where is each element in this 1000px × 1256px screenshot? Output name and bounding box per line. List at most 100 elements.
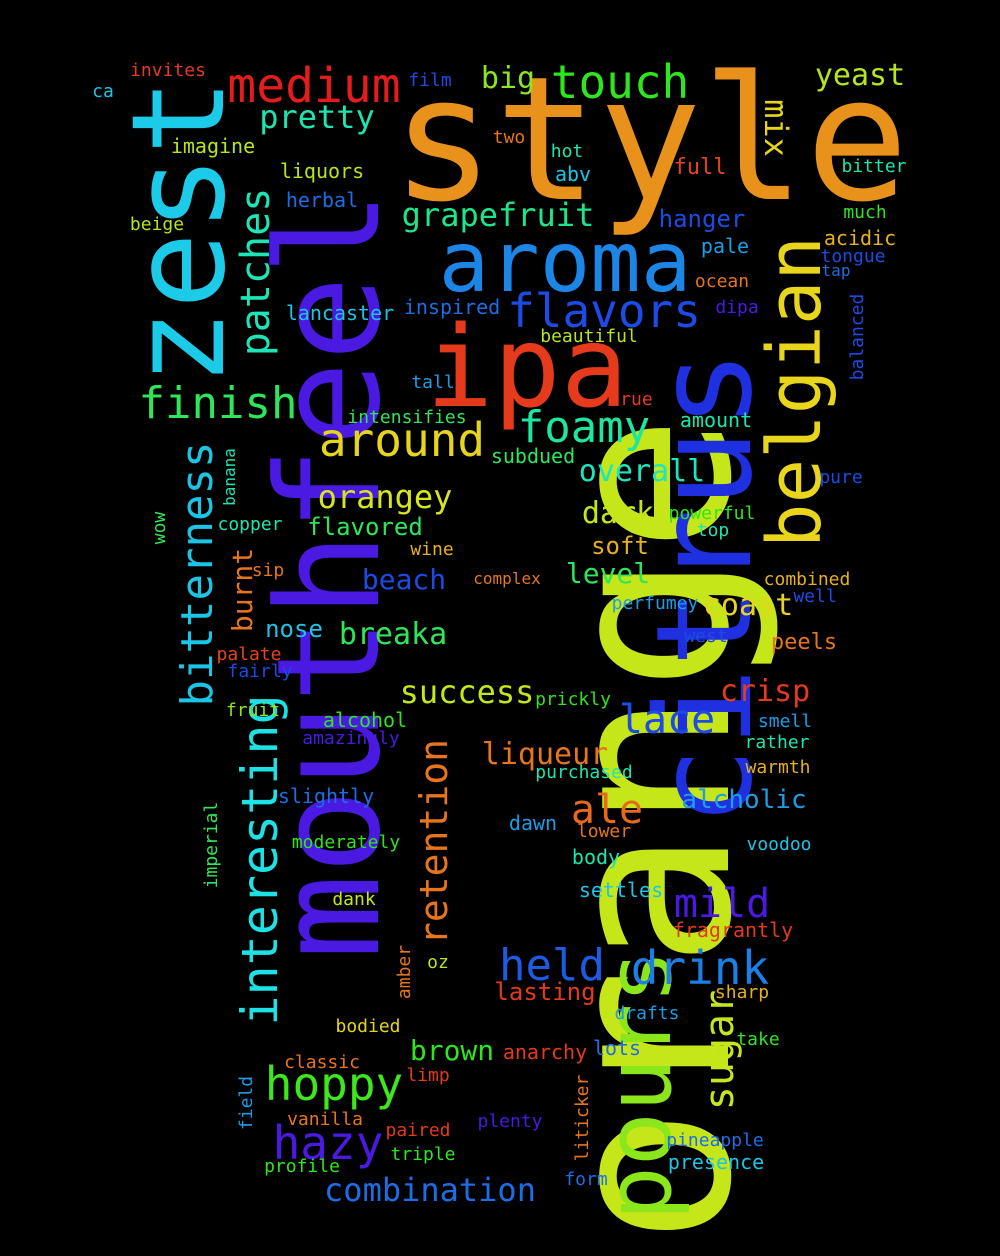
word-wine: wine xyxy=(410,539,454,560)
word-much: much xyxy=(843,202,887,223)
word-beach: beach xyxy=(361,563,447,596)
word-lancaster: lancaster xyxy=(285,301,395,325)
word-anarchy: anarchy xyxy=(502,1040,588,1064)
word-top: top xyxy=(696,520,730,541)
word-lasting: lasting xyxy=(494,978,596,1006)
word-pale: pale xyxy=(700,234,750,258)
word-plenty: plenty xyxy=(477,1111,543,1132)
word-beautiful: beautiful xyxy=(540,326,638,347)
word-imperial: imperial xyxy=(201,801,222,889)
word-complex: complex xyxy=(473,569,541,588)
word-coast: coast xyxy=(702,588,794,623)
word-drink: drink xyxy=(630,941,770,995)
word-rather: rather xyxy=(744,732,810,753)
word-moderately: moderately xyxy=(291,832,401,853)
word-west: west xyxy=(684,626,728,647)
word-yeast: yeast xyxy=(814,58,906,93)
word-profile: profile xyxy=(264,1156,340,1177)
word-orangey: orangey xyxy=(317,478,453,516)
word-liticker: liticker xyxy=(572,1074,593,1162)
word-abv: abv xyxy=(554,162,592,186)
word-flavors: flavors xyxy=(507,284,701,338)
word-drafts: drafts xyxy=(614,1003,680,1024)
word-voodoo: voodoo xyxy=(746,834,812,855)
word-fruit: fruit xyxy=(225,700,281,721)
word-palate: palate xyxy=(216,644,282,665)
word-touch: touch xyxy=(550,55,690,109)
word-settles: settles xyxy=(578,878,664,902)
word-pure: pure xyxy=(819,467,863,488)
word-ocean: ocean xyxy=(694,271,750,292)
word-lots: lots xyxy=(592,1036,642,1060)
word-triple: triple xyxy=(390,1144,456,1165)
word-limp: limp xyxy=(406,1065,450,1086)
word-bodied: bodied xyxy=(335,1016,401,1037)
word-balanced: balanced xyxy=(847,293,868,381)
word-combined: combined xyxy=(763,569,851,590)
word-wow: wow xyxy=(149,511,170,545)
word-crisp: crisp xyxy=(719,674,811,709)
word-dipa: dipa xyxy=(715,297,759,318)
word-soft: soft xyxy=(591,532,649,560)
word-oz: oz xyxy=(427,952,449,973)
word-paired: paired xyxy=(385,1120,451,1141)
word-form: form xyxy=(564,1169,608,1190)
word-belgian: belgian xyxy=(752,236,838,548)
word-beige: beige xyxy=(129,214,185,235)
word-subdued: subdued xyxy=(490,444,576,468)
word-fairly: fairly xyxy=(227,661,293,682)
word-sharp: sharp xyxy=(714,982,770,1003)
word-bitterness: bitterness xyxy=(172,441,223,707)
word-big: big xyxy=(480,61,536,96)
word-take: take xyxy=(736,1029,780,1050)
word-medium: medium xyxy=(227,58,401,114)
word-patches: patches xyxy=(233,187,279,357)
word-copper: copper xyxy=(217,514,283,535)
word-hazy: hazy xyxy=(272,1116,384,1170)
word-ca: ca xyxy=(92,81,114,102)
word-smell: smell xyxy=(757,711,813,732)
word-amazingly: amazingly xyxy=(302,728,400,749)
word-overall: overall xyxy=(578,454,706,489)
word-film: film xyxy=(408,70,452,91)
word-breaka: breaka xyxy=(338,617,448,652)
word-acidic: acidic xyxy=(823,226,897,250)
word-interesting: interesting xyxy=(231,694,289,1026)
word-fragrantly: fragrantly xyxy=(672,918,794,942)
word-full: full xyxy=(673,155,727,180)
word-well: well xyxy=(793,586,837,607)
word-lower: lower xyxy=(576,821,632,842)
word-hoppy: hoppy xyxy=(264,1057,404,1111)
word-alcholic: alcholic xyxy=(681,785,807,815)
word-intensifies: intensifies xyxy=(347,407,467,428)
word-tongue: tongue xyxy=(820,246,886,267)
word-hanger: hanger xyxy=(658,205,746,233)
word-grapefruit: grapefruit xyxy=(401,196,595,234)
word-finish: finish xyxy=(138,378,298,429)
word-herbal: herbal xyxy=(285,188,359,212)
word-presence: presence xyxy=(667,1150,765,1174)
word-foamy: foamy xyxy=(517,402,651,453)
word-warmth: warmth xyxy=(745,757,811,778)
word-ale: ale xyxy=(570,787,644,833)
word-body: body xyxy=(571,845,621,869)
word-sugar: sugar xyxy=(697,989,743,1111)
word-tall: tall xyxy=(411,372,455,393)
word-banana: banana xyxy=(220,448,239,506)
word-amount: amount xyxy=(679,408,753,432)
word-purchased: purchased xyxy=(535,762,633,783)
word-true: true xyxy=(609,389,653,410)
word-liqueur: liqueur xyxy=(481,737,609,772)
word-powerful: powerful xyxy=(668,503,756,524)
word-pineapple: pineapple xyxy=(666,1130,764,1151)
word-flavored: flavored xyxy=(307,513,423,541)
word-ipa: ipa xyxy=(425,303,629,433)
word-bitter: bitter xyxy=(841,156,907,177)
word-slightly: slightly xyxy=(277,784,375,808)
word-liquors: liquors xyxy=(279,159,365,183)
word-aroma: aroma xyxy=(438,213,692,311)
word-alcohol: alcohol xyxy=(322,708,408,732)
word-level: level xyxy=(565,557,651,590)
word-style: style xyxy=(391,39,909,240)
